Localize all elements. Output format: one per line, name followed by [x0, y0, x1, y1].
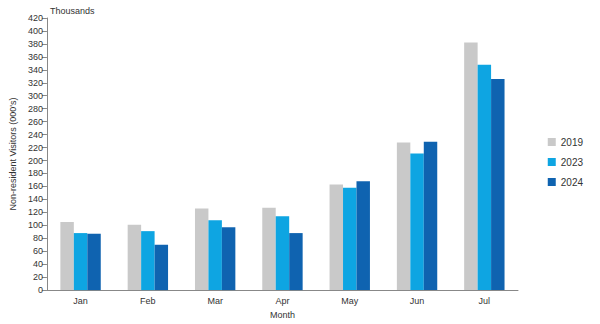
svg-text:80: 80 — [33, 233, 43, 243]
svg-text:180: 180 — [28, 168, 43, 178]
svg-text:Thousands: Thousands — [50, 6, 95, 16]
svg-text:0: 0 — [38, 285, 43, 295]
svg-text:40: 40 — [33, 259, 43, 269]
svg-text:Feb: Feb — [140, 296, 156, 306]
svg-text:Jul: Jul — [479, 296, 491, 306]
svg-text:340: 340 — [28, 65, 43, 75]
svg-text:200: 200 — [28, 156, 43, 166]
svg-text:20: 20 — [33, 272, 43, 282]
svg-text:Jun: Jun — [410, 296, 425, 306]
svg-text:380: 380 — [28, 39, 43, 49]
svg-text:320: 320 — [28, 78, 43, 88]
svg-text:120: 120 — [28, 207, 43, 217]
svg-text:360: 360 — [28, 52, 43, 62]
svg-text:Apr: Apr — [275, 296, 289, 306]
svg-text:100: 100 — [28, 220, 43, 230]
svg-text:2023: 2023 — [561, 157, 584, 168]
svg-text:Non-resident Visitors (000's): Non-resident Visitors (000's) — [8, 97, 18, 210]
svg-text:Mar: Mar — [207, 296, 223, 306]
svg-text:2024: 2024 — [561, 177, 584, 188]
svg-text:420: 420 — [28, 13, 43, 23]
svg-text:May: May — [341, 296, 359, 306]
svg-text:2019: 2019 — [561, 137, 584, 148]
svg-text:280: 280 — [28, 104, 43, 114]
svg-text:300: 300 — [28, 91, 43, 101]
svg-text:140: 140 — [28, 194, 43, 204]
svg-text:60: 60 — [33, 246, 43, 256]
svg-text:240: 240 — [28, 130, 43, 140]
svg-text:Month: Month — [270, 310, 295, 320]
svg-text:260: 260 — [28, 117, 43, 127]
svg-text:Jan: Jan — [73, 296, 88, 306]
svg-text:220: 220 — [28, 143, 43, 153]
svg-text:160: 160 — [28, 181, 43, 191]
svg-text:400: 400 — [28, 26, 43, 36]
